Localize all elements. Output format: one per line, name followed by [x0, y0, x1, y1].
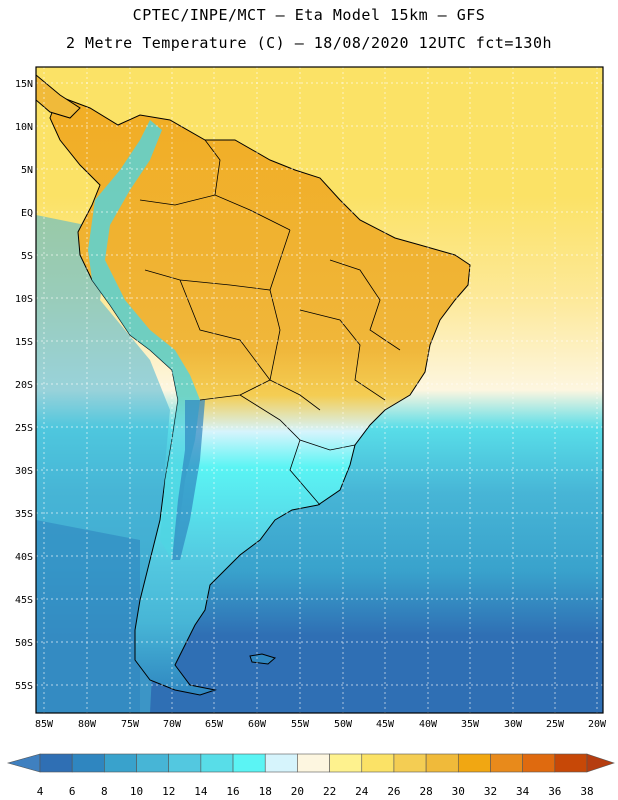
colorbar: 4 6 8 10 12 14 16 18 20 22 24 26 28 30 32 34 36 38 [6, 753, 615, 798]
lat-label: 5N [21, 165, 33, 176]
colorbar-label: 8 [101, 785, 108, 798]
colorbar-label: 16 [226, 785, 239, 798]
colorbar-box [71, 753, 105, 773]
colorbar-box [168, 753, 202, 773]
colorbar-arrow-high [586, 753, 615, 773]
lon-label: 45W [376, 719, 395, 730]
colorbar-label: 24 [355, 785, 369, 798]
lat-label: 10N [15, 122, 33, 133]
colorbar-box [264, 753, 298, 773]
lon-label: 80W [78, 719, 97, 730]
colorbar-label: 12 [162, 785, 175, 798]
colorbar-label: 20 [291, 785, 304, 798]
colorbar-label: 14 [194, 785, 208, 798]
colorbar-label: 36 [548, 785, 561, 798]
lon-axis: 85W 80W 75W 70W 65W 60W 55W 50W 45W 40W … [35, 719, 607, 730]
lon-label: 35W [461, 719, 480, 730]
colorbar-box [554, 753, 588, 773]
andes-dark-strip [172, 400, 205, 560]
central-america-land [36, 74, 81, 119]
colorbar-label: 10 [130, 785, 143, 798]
lat-label: 10S [15, 294, 33, 305]
lat-label: 40S [15, 552, 33, 563]
colorbar-box [329, 753, 363, 773]
title-line-1: CPTEC/INPE/MCT – Eta Model 15km – GFS [132, 6, 486, 24]
lat-label: 20S [15, 380, 33, 391]
map-frame [35, 66, 604, 714]
colorbar-arrow-low [6, 753, 41, 773]
colorbar-boxes [6, 753, 615, 773]
colorbar-box [457, 753, 491, 773]
lat-label: 25S [15, 423, 33, 434]
lon-label: 25W [546, 719, 565, 730]
colorbar-box [425, 753, 459, 773]
lat-label: 45S [15, 595, 33, 606]
lon-label: 40W [419, 719, 438, 730]
lat-label: 35S [15, 509, 33, 520]
lon-label: 85W [35, 719, 54, 730]
colorbar-label: 30 [452, 785, 465, 798]
colorbar-box [104, 753, 137, 773]
lat-axis: 15N 10N 5N EQ 5S 10S 15S 20S 25S 30S 35S… [15, 79, 33, 692]
colorbar-label: 34 [516, 785, 530, 798]
colorbar-box [39, 753, 73, 773]
colorbar-label: 22 [323, 785, 336, 798]
lon-label: 20W [588, 719, 607, 730]
colorbar-label: 6 [69, 785, 76, 798]
andes-cool-strip [88, 120, 200, 560]
lat-label: EQ [21, 208, 33, 219]
lon-label: 60W [248, 719, 267, 730]
lon-label: 65W [205, 719, 224, 730]
colorbar-box [232, 753, 266, 773]
lon-label: 75W [121, 719, 140, 730]
lat-label: 15S [15, 337, 33, 348]
colorbar-label: 28 [419, 785, 432, 798]
pacific-south-band [36, 520, 140, 713]
lat-label: 55S [15, 681, 33, 692]
colorbar-box [393, 753, 427, 773]
colorbar-box [200, 753, 234, 773]
lon-label: 30W [504, 719, 523, 730]
colorbar-box [522, 753, 556, 773]
temperature-map: 15N 10N 5N EQ 5S 10S 15S 20S 25S 30S 35S… [15, 66, 607, 730]
colorbar-label: 4 [37, 785, 44, 798]
falkland-islands [249, 653, 277, 665]
colorbar-label: 18 [259, 785, 272, 798]
lat-label: 30S [15, 466, 33, 477]
title-line-2: 2 Metre Temperature (C) – 18/08/2020 12U… [65, 34, 553, 52]
colorbar-label: 38 [580, 785, 593, 798]
lat-label: 5S [21, 251, 33, 262]
lat-label: 50S [15, 638, 33, 649]
colorbar-labels: 4 6 8 10 12 14 16 18 20 22 24 26 28 30 32 34 36 38 [37, 785, 594, 798]
colorbar-label: 26 [387, 785, 400, 798]
colorbar-box [490, 753, 523, 773]
lon-label: 50W [334, 719, 353, 730]
country-borders [139, 139, 401, 506]
lon-label: 70W [163, 719, 182, 730]
colorbar-label: 32 [484, 785, 497, 798]
lat-label: 15N [15, 79, 33, 90]
colorbar-box [297, 753, 330, 773]
colorbar-box [136, 753, 170, 773]
colorbar-box [361, 753, 395, 773]
lon-label: 55W [291, 719, 310, 730]
